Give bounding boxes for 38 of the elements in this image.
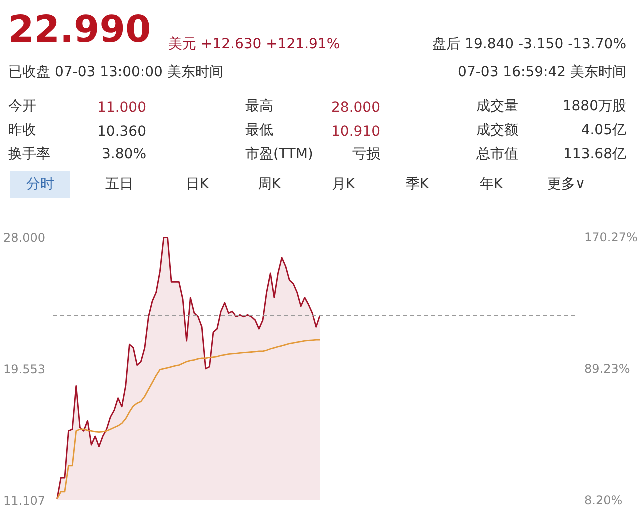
text: 总市值 [476, 146, 518, 162]
text: 季K [406, 176, 430, 192]
y-tick-label: 28.000 [4, 231, 46, 245]
y2-tick-label: 8.20% [584, 494, 623, 508]
text: 1880万股 [562, 98, 627, 114]
text: 年K [480, 176, 504, 192]
text: 五日 [106, 176, 134, 192]
text: 昨收 [8, 122, 36, 138]
line-series [56, 339, 321, 500]
text: 22.990 [8, 8, 152, 51]
text: 11.000 [98, 100, 147, 116]
text: 07-03 16:59:42 美东时间 [458, 64, 627, 80]
text: 最高 [246, 98, 274, 114]
text: 113.68亿 [564, 146, 627, 162]
y-tick-label: 11.107 [4, 494, 46, 508]
y2-tick-label: 89.23% [584, 362, 630, 376]
text: 周K [258, 176, 282, 192]
text: 盘后 19.840 -3.150 -13.70% [432, 36, 627, 52]
text: 分时 [26, 176, 54, 192]
text: 4.05亿 [581, 122, 626, 138]
text: 日K [186, 176, 210, 192]
text: 市盈(TTM) [246, 146, 314, 162]
text: 28.000 [332, 100, 381, 116]
text: 3.80% [102, 146, 147, 162]
y2-tick-label: 170.27% [584, 230, 638, 244]
text: 换手率 [8, 146, 50, 162]
text: 月K [332, 176, 356, 192]
text: 亏损 [352, 146, 380, 162]
text: 10.360 [98, 124, 147, 140]
text: 10.910 [332, 124, 381, 140]
y-tick-label: 19.553 [4, 362, 46, 377]
text: 更多∨ [547, 176, 586, 192]
text: 美元 +12.630 +121.91% [168, 36, 340, 52]
text: 已收盘 07-03 13:00:00 美东时间 [8, 64, 224, 80]
text: 成交量 [476, 98, 518, 114]
text: 今开 [8, 98, 36, 114]
text: 成交额 [476, 122, 518, 138]
text: 最低 [246, 122, 274, 138]
